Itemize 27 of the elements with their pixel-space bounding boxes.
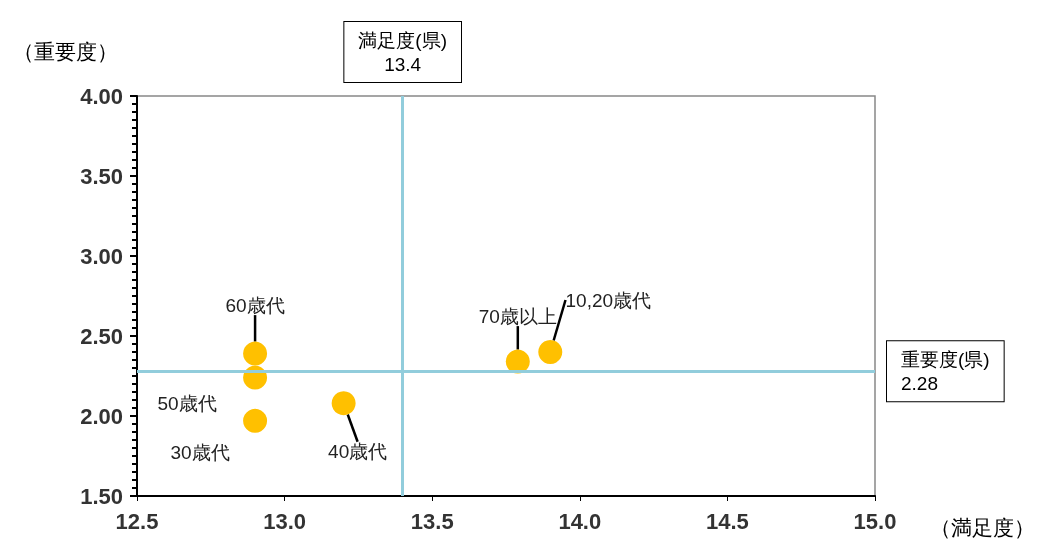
y-axis-title: （重要度） — [13, 40, 118, 63]
annotation: 10,20歳代 — [565, 289, 652, 311]
ref-line-label: 重要度(県) 2.28 — [901, 348, 990, 394]
annotation: 70歳以上 — [478, 306, 557, 328]
x-axis-title: （満足度） — [930, 516, 1035, 539]
x-tick-label: 13.0 — [263, 508, 307, 534]
annotation: 40歳代 — [328, 440, 388, 462]
y-tick-label: 4.00 — [80, 83, 123, 109]
y-tick-label: 2.00 — [80, 403, 123, 429]
x-tick-label: 13.5 — [410, 508, 454, 534]
point — [538, 340, 563, 364]
annotation: 60歳代 — [225, 295, 285, 317]
x-tick-label: 14.0 — [558, 508, 602, 534]
point — [243, 408, 268, 433]
y-tick-label: 3.00 — [80, 243, 123, 269]
x-tick-label: 12.5 — [115, 508, 159, 534]
y-tick-label: 3.50 — [80, 163, 123, 189]
annotation: 30歳代 — [170, 442, 230, 464]
ref-line-label: 満足度(県) 13.4 — [358, 29, 448, 75]
x-tick-label: 15.0 — [853, 508, 897, 534]
y-tick-label: 1.50 — [80, 483, 123, 509]
y-tick-label: 2.50 — [80, 323, 123, 349]
point — [243, 341, 268, 366]
point — [505, 349, 530, 374]
point — [331, 391, 356, 416]
x-tick-label: 14.5 — [705, 508, 749, 534]
annotation: 50歳代 — [157, 393, 217, 415]
